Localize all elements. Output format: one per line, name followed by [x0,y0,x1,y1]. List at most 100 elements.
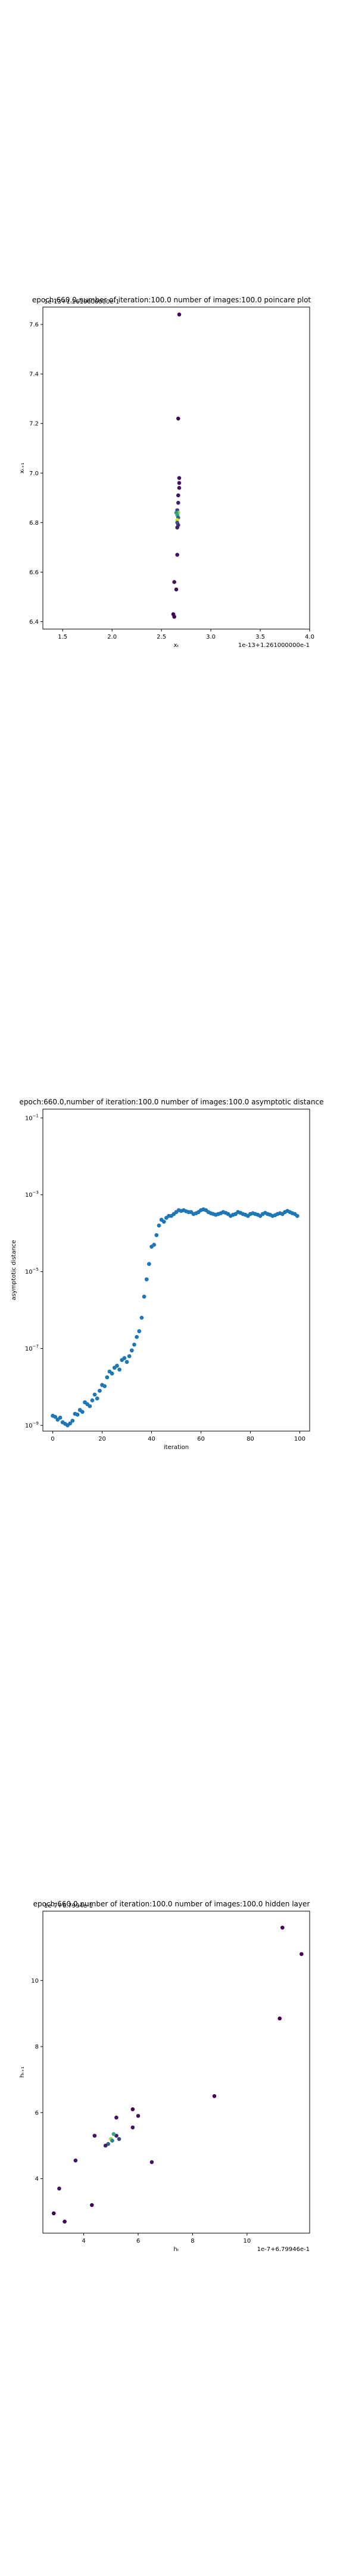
x-tick-label: 100 [294,1436,305,1442]
data-point [144,1277,149,1281]
data-point [89,2203,94,2207]
data-point [135,1335,139,1339]
x-tick-label: 4 [82,2238,85,2244]
y-tick-label: 10−1 [25,1113,39,1122]
data-point [130,2107,135,2111]
data-point [149,2160,154,2165]
asymptotic-distance-figure: epoch:660.0,number of iteration:100.0 nu… [0,1097,343,1455]
data-point [57,2186,61,2191]
x-tick-label: 10 [243,2238,251,2244]
data-point [92,2134,97,2138]
data-point [172,614,176,619]
data-point [136,2114,141,2118]
y-tick-label: 7.2 [29,421,39,428]
data-point [299,1952,304,1956]
data-point [177,485,182,490]
data-point [127,1354,132,1358]
data-point [117,2137,121,2141]
x-tick-label: 2.0 [107,634,117,640]
poincare-figure: epoch:660.0,number of iteration:100.0 nu… [0,295,343,653]
y-tick-label: 10−9 [25,1421,39,1429]
y-tick-label: 7.6 [29,322,39,329]
data-point [80,1410,85,1414]
chart-title: epoch:660.0,number of iteration:100.0 nu… [33,1900,310,1908]
y-tick-label: 6.8 [29,520,39,527]
data-point [88,1404,92,1408]
data-point [51,2211,56,2216]
data-point [105,1375,110,1380]
axes-frame [42,1911,310,2234]
data-point [176,500,180,505]
y-tick-label: 10−7 [25,1344,39,1352]
data-point [58,1416,63,1420]
data-point [111,2132,116,2137]
data-point [95,1396,99,1401]
y-tick-label: 4 [35,2176,39,2182]
data-point [73,2158,78,2163]
data-point [63,2219,67,2224]
y-tick-label: 7.4 [29,371,39,378]
data-point [176,416,180,421]
data-point [102,1384,107,1389]
data-point [114,2115,119,2120]
data-point [117,1367,121,1372]
data-point [115,1364,119,1368]
y-tick-label: 8 [35,2044,39,2051]
x-offset-label: 1e-7+6.79946e-1 [257,2246,310,2253]
x-axis-label: iteration [164,1444,189,1451]
y-tick-label: 10−3 [25,1190,39,1199]
x-axis-label: hₜ [173,2246,179,2253]
x-axis-label: xₜ [174,642,179,649]
x-tick-label: 40 [148,1436,155,1442]
data-point [142,1295,146,1299]
x-tick-label: 0 [51,1436,54,1442]
data-point [295,1213,300,1218]
x-tick-label: 8 [191,2238,194,2244]
x-tick-label: 2.5 [157,634,166,640]
data-point [152,1243,157,1247]
data-point [92,1392,97,1397]
y-tick-label: 10−5 [25,1267,39,1275]
title-overlay-text: 1e-7+6.7994e-1 [44,1903,93,1909]
axes-frame [42,1109,310,1432]
chart-title: epoch:660.0,number of iteration:100.0 nu… [32,296,311,304]
x-tick-label: 20 [98,1436,106,1442]
data-point [53,1414,58,1419]
hidden-layer-plot: epoch:660.0,number of iteration:100.0 nu… [19,1900,310,2253]
data-point [110,1371,114,1376]
x-tick-label: 3.0 [206,634,216,640]
x-tick-label: 6 [136,2238,140,2244]
data-point [277,2016,282,2021]
data-point [75,1412,80,1417]
x-tick-label: 80 [247,1436,254,1442]
data-point [176,493,180,497]
axes-frame [42,306,310,630]
data-point [161,1219,166,1224]
data-point [103,2143,108,2148]
y-tick-label: 6.6 [29,569,39,576]
data-point [212,2094,217,2098]
x-tick-label: 3.5 [255,634,265,640]
data-point [177,476,182,480]
data-point [129,1348,134,1353]
data-point [146,1262,151,1267]
data-point [132,1342,136,1347]
data-point [90,1398,95,1402]
asymptotic-distance-plot: epoch:660.0,number of iteration:100.0 nu… [11,1098,324,1451]
data-point [174,587,179,592]
chart-title: epoch:660.0,number of iteration:100.0 nu… [20,1098,324,1106]
data-point [98,1388,102,1393]
data-point [177,481,182,485]
y-axis-label: asymptotic distance [11,1240,17,1300]
poincare-plot: epoch:660.0,number of iteration:100.0 nu… [19,296,314,649]
data-point [175,525,179,530]
data-point [122,1356,127,1360]
data-point [137,1329,142,1333]
y-axis-label: xₜ₊₁ [19,463,26,473]
y-tick-label: 10 [31,1978,39,1984]
data-point [139,1315,144,1320]
data-point [280,1925,285,1930]
x-tick-label: 60 [197,1436,205,1442]
y-tick-label: 7.0 [29,470,39,477]
y-tick-label: 6 [35,2110,39,2116]
